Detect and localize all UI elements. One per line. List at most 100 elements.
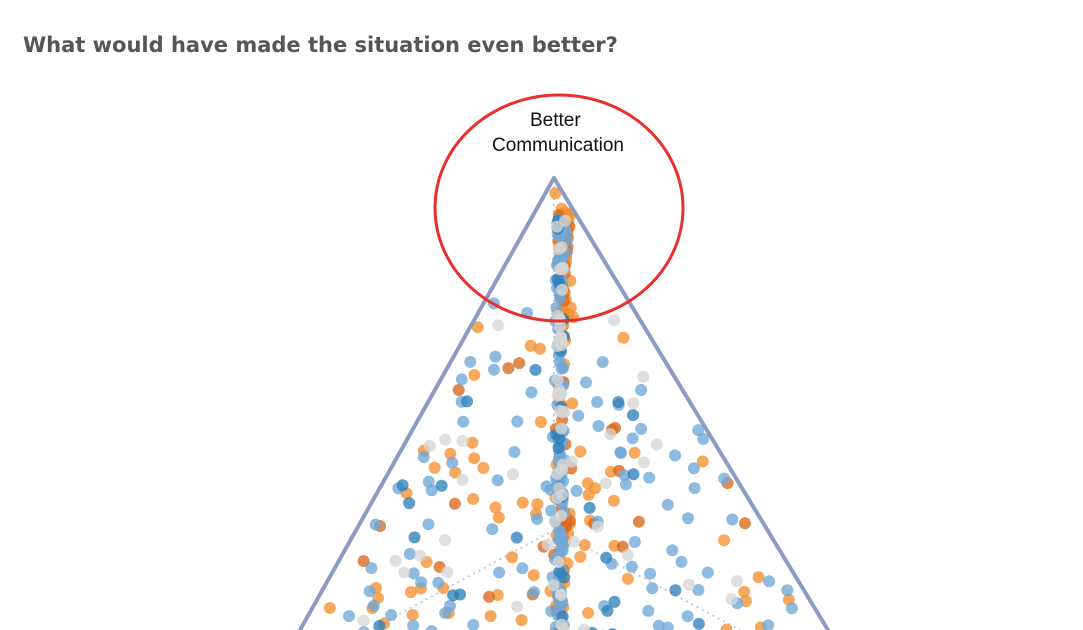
scatter-point-orange-147 <box>466 436 479 449</box>
scatter-point-blue-261 <box>516 562 529 575</box>
scatter-point-gray-472 <box>511 600 524 613</box>
scatter-point-gray-468 <box>555 509 568 522</box>
scatter-point-gray-489 <box>555 422 568 435</box>
scatter-point-blue-221 <box>385 609 398 621</box>
scatter-point-gray-480 <box>599 477 612 490</box>
scatter-point-orange-43 <box>471 321 484 334</box>
highlight-circle <box>433 93 685 323</box>
scatter-point-blue-386 <box>545 504 558 517</box>
scatter-point-dark-blue-399 <box>627 468 640 481</box>
scatter-point-orange-70 <box>467 493 480 505</box>
scatter-point-dark-blue-432 <box>669 584 682 597</box>
scatter-point-blue-296 <box>580 376 593 389</box>
scatter-point-blue-346 <box>692 424 705 437</box>
scatter-point-blue-381 <box>493 566 506 579</box>
scatter-point-dark-orange-193 <box>448 497 461 510</box>
scatter-point-orange-72 <box>524 339 537 352</box>
scatter-point-dark-blue-414 <box>373 619 386 630</box>
scatter-point-dark-orange-166 <box>739 517 751 530</box>
scatter-point-blue-255 <box>644 567 657 580</box>
scatter-point-orange-8 <box>582 607 595 619</box>
scatter-point-gray-448 <box>591 520 604 533</box>
scatter-point-orange-42 <box>696 455 709 468</box>
scatter-point-blue-391 <box>531 513 543 525</box>
scatter-point-orange-129 <box>444 447 457 460</box>
scatter-point-orange-53 <box>617 331 630 344</box>
scatter-point-blue-351 <box>781 584 794 597</box>
scatter-point-blue-211 <box>682 512 694 525</box>
scatter-point-blue-289 <box>489 350 502 363</box>
scatter-point-gray-482 <box>725 593 738 606</box>
scatter-point-orange-130 <box>489 501 502 514</box>
scatter-point-blue-350 <box>697 432 710 445</box>
scatter-point-orange-9 <box>738 585 751 598</box>
scatter-point-dark-blue-395 <box>461 395 473 408</box>
scatter-point-orange-92 <box>516 496 529 509</box>
scatter-point-blue-307 <box>596 356 609 368</box>
scatter-point-blue-276 <box>488 363 500 376</box>
scatter-point-gray-481 <box>414 549 427 562</box>
scatter-point-blue-304 <box>661 498 674 511</box>
scatter-point-gray-505 <box>682 578 695 591</box>
scatter-point-orange-110 <box>428 461 441 474</box>
scatter-point-dark-orange-194 <box>483 590 496 603</box>
scatter-point-dark-blue-396 <box>601 604 614 617</box>
scatter-point-blue-369 <box>688 482 701 495</box>
scatter-point-orange-81 <box>582 488 595 501</box>
scatter-point-orange-1 <box>718 534 731 547</box>
scatter-point-blue-260 <box>425 625 438 630</box>
scatter-point-blue-354 <box>508 446 521 458</box>
triangle-frame <box>298 176 830 630</box>
scatter-point-orange-112 <box>628 446 641 459</box>
scatter-point-blue-306 <box>369 518 382 531</box>
scatter-point-orange-122 <box>531 498 544 511</box>
scatter-point-gray-491 <box>439 433 452 446</box>
scatter-point-blue-219 <box>343 610 355 623</box>
scatter-point-blue-360 <box>592 420 605 432</box>
scatter-point-gray-466 <box>423 439 436 452</box>
scatter-point-dark-blue-427 <box>553 432 566 445</box>
scatter-point-orange-3 <box>574 550 587 563</box>
scatter-point-gray-507 <box>389 554 402 567</box>
scatter-point-gray-506 <box>554 389 567 402</box>
scatter-point-dark-blue-412 <box>510 531 523 544</box>
scatter-point-dark-orange-151 <box>513 357 526 370</box>
points-layer <box>323 187 798 630</box>
scatter-point-orange-138 <box>468 369 481 381</box>
scatter-point-blue-335 <box>444 599 456 612</box>
triangle-left-edge <box>298 176 556 630</box>
scatter-point-blue-367 <box>591 396 604 408</box>
scatter-point-orange-118 <box>720 623 733 630</box>
scatter-point-blue-318 <box>511 415 524 428</box>
scatter-point-gray-452 <box>577 623 590 630</box>
scatter-point-orange-25 <box>515 614 528 627</box>
scatter-point-blue-333 <box>407 619 420 630</box>
scatter-point-orange-19 <box>607 494 620 507</box>
scatter-point-gray-473 <box>556 283 568 296</box>
scatter-point-orange-62 <box>534 342 546 355</box>
scatter-point-blue-378 <box>540 480 553 493</box>
scatter-point-gray-502 <box>553 404 566 417</box>
scatter-point-gray-485 <box>556 336 569 349</box>
scatter-point-gray-493 <box>398 566 411 579</box>
scatter-point-blue-238 <box>718 472 731 485</box>
scatter-point-blue-309 <box>422 518 435 531</box>
scatter-point-orange-97 <box>506 551 519 564</box>
scatter-point-gray-490 <box>650 438 663 451</box>
scatter-point-blue-324 <box>425 484 438 497</box>
scatter-point-dark-blue-400 <box>583 501 596 514</box>
scatter-point-blue-246 <box>626 432 639 445</box>
scatter-point-dark-blue-430 <box>529 363 542 376</box>
scatter-point-orange-57 <box>574 445 587 458</box>
scatter-point-blue-286 <box>635 384 648 396</box>
scatter-point-blue-362 <box>407 567 420 580</box>
scatter-point-blue-383 <box>687 462 700 475</box>
scatter-point-orange-95 <box>477 461 490 474</box>
scatter-point-blue-262 <box>417 451 430 463</box>
scatter-point-blue-328 <box>467 618 480 630</box>
scatter-point-blue-377 <box>556 531 568 544</box>
scatter-point-dark-orange-200 <box>632 515 645 528</box>
scatter-point-blue-237 <box>618 469 631 482</box>
scatter-point-orange-46 <box>581 477 594 490</box>
